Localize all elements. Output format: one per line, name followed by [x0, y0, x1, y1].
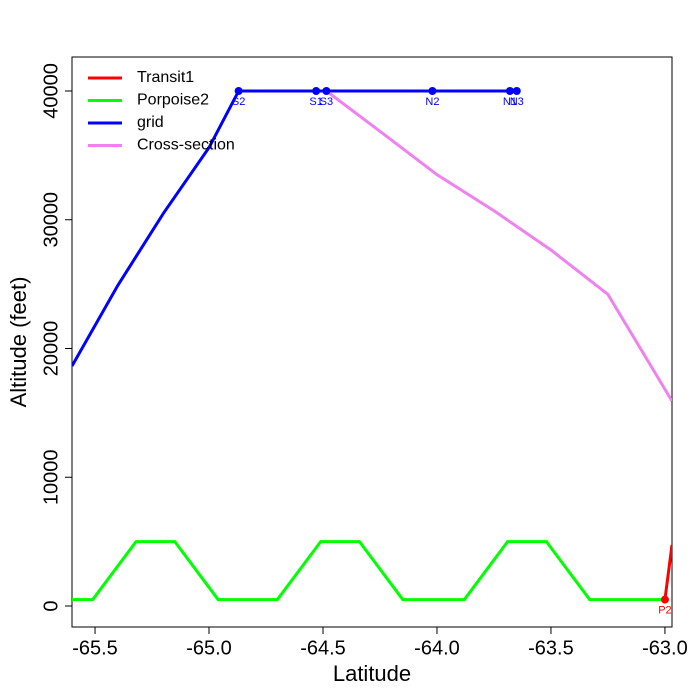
legend-label: Cross-section [137, 137, 235, 154]
x-tick-label: -63.0 [642, 637, 688, 659]
point [312, 86, 321, 95]
x-tick-label: -64.5 [300, 637, 346, 659]
point-label: N2 [425, 96, 439, 108]
point-label: S3 [320, 96, 333, 108]
point-label: P2 [658, 604, 671, 616]
legend-label: grid [137, 114, 164, 131]
y-tick-label: 10000 [40, 449, 62, 505]
x-tick-label: -64.0 [414, 637, 460, 659]
y-tick-label: 0 [40, 600, 62, 611]
legend-label: Transit1 [137, 69, 194, 86]
x-axis-label: Latitude [333, 661, 411, 686]
legend-label: Porpoise2 [137, 92, 209, 109]
series-line [72, 540, 665, 602]
point-label: N1 [503, 96, 517, 108]
series-line [72, 89, 517, 367]
y-axis-label: Altitude (feet) [6, 277, 31, 408]
point-label: N3 [510, 96, 524, 108]
point [660, 595, 669, 604]
x-tick-label: -65.0 [186, 637, 232, 659]
point [234, 86, 243, 95]
point [322, 86, 331, 95]
series-line [663, 544, 672, 600]
x-tick-label: -65.5 [72, 637, 118, 659]
point-label: S1 [309, 96, 322, 108]
y-tick-label: 30000 [40, 192, 62, 248]
series-line [325, 89, 672, 402]
point [428, 86, 437, 95]
point [512, 86, 521, 95]
point [505, 86, 514, 95]
point-label: S2 [232, 96, 245, 108]
plot-frame [71, 56, 673, 628]
plot-area [72, 86, 672, 604]
y-tick-label: 20000 [40, 321, 62, 377]
y-tick-label: 40000 [40, 63, 62, 119]
x-tick-label: -63.5 [528, 637, 574, 659]
